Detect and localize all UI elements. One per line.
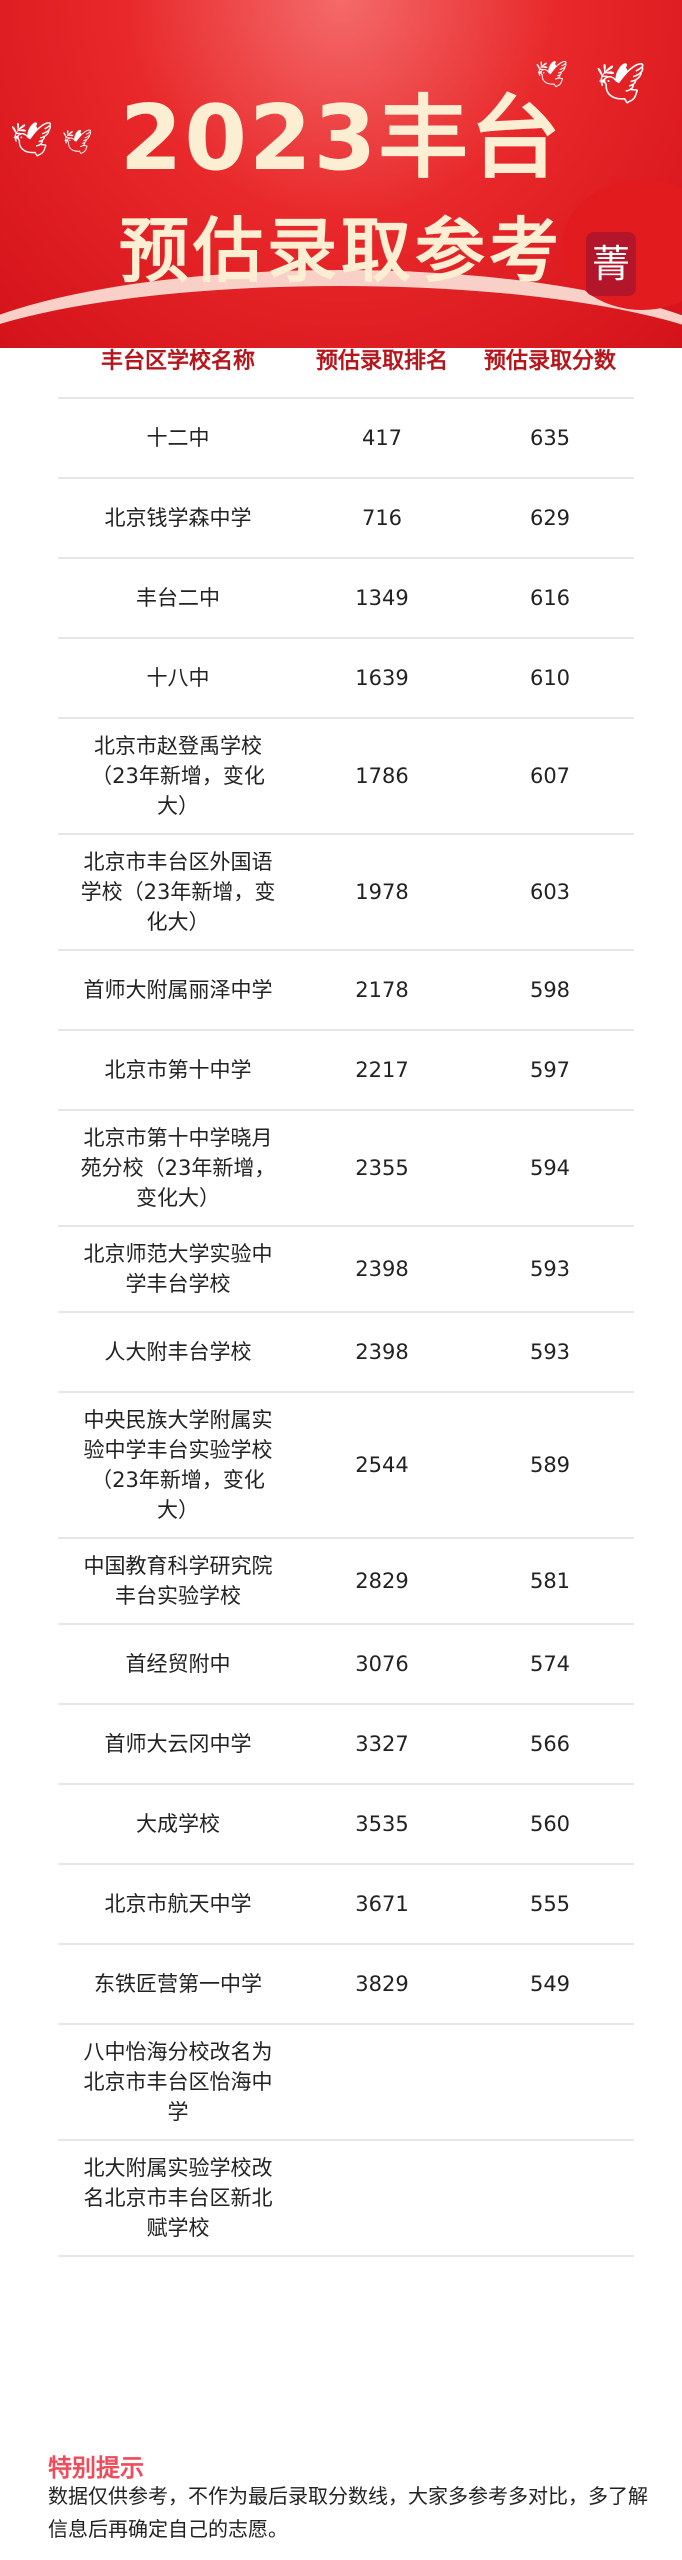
rank-cell: 3829 bbox=[298, 1944, 466, 2025]
rank-cell: 1349 bbox=[298, 558, 466, 639]
banner-title: 2023丰台 bbox=[119, 86, 563, 191]
rank-cell: 2544 bbox=[298, 1392, 466, 1539]
dove-icon: 🕊 bbox=[62, 128, 93, 156]
score-cell: 635 bbox=[466, 398, 634, 479]
score-cell: 598 bbox=[466, 950, 634, 1031]
score-cell: 629 bbox=[466, 478, 634, 559]
score-cell: 589 bbox=[466, 1392, 634, 1539]
rank-cell: 2178 bbox=[298, 950, 466, 1031]
table-row: 北京市赵登禹学校（23年新增，变化大） 1786 607 bbox=[58, 718, 634, 835]
score-cell: 574 bbox=[466, 1624, 634, 1705]
table-row: 十二中 417 635 bbox=[58, 398, 634, 479]
table-row: 北京师范大学实验中学丰台学校 2398 593 bbox=[58, 1226, 634, 1313]
school-name-cell: 中央民族大学附属实验中学丰台实验学校（23年新增，变化大） bbox=[58, 1392, 298, 1539]
brand-logo: 菁 bbox=[586, 232, 636, 296]
table-row: 首经贸附中 3076 574 bbox=[58, 1624, 634, 1705]
score-cell bbox=[466, 2140, 634, 2257]
table-row: 北京市第十中学晓月苑分校（23年新增，变化大） 2355 594 bbox=[58, 1110, 634, 1227]
table-row: 北京市第十中学 2217 597 bbox=[58, 1030, 634, 1111]
school-name-cell: 北京市赵登禹学校（23年新增，变化大） bbox=[58, 718, 298, 835]
school-name-cell: 丰台二中 bbox=[58, 558, 298, 639]
school-name-cell: 北京市航天中学 bbox=[58, 1864, 298, 1945]
school-name-cell: 北京市第十中学 bbox=[58, 1030, 298, 1111]
table-row: 北京市航天中学 3671 555 bbox=[58, 1864, 634, 1945]
table-row: 北京钱学森中学 716 629 bbox=[58, 478, 634, 559]
rank-cell bbox=[298, 2024, 466, 2141]
rank-cell bbox=[298, 2140, 466, 2257]
table-row: 十八中 1639 610 bbox=[58, 638, 634, 719]
score-cell: 597 bbox=[466, 1030, 634, 1111]
school-name-cell: 东铁匠营第一中学 bbox=[58, 1944, 298, 2025]
table-row: 首师大云冈中学 3327 566 bbox=[58, 1704, 634, 1785]
score-cell: 593 bbox=[466, 1312, 634, 1393]
rank-cell: 2829 bbox=[298, 1538, 466, 1625]
school-name-cell: 十八中 bbox=[58, 638, 298, 719]
school-name-cell: 北京师范大学实验中学丰台学校 bbox=[58, 1226, 298, 1313]
score-cell: 610 bbox=[466, 638, 634, 719]
dove-icon: 🕊 bbox=[535, 60, 569, 90]
rank-cell: 2398 bbox=[298, 1312, 466, 1393]
score-cell: 581 bbox=[466, 1538, 634, 1625]
rank-cell: 2398 bbox=[298, 1226, 466, 1313]
header-score: 预估录取分数 bbox=[466, 320, 634, 399]
rank-cell: 3327 bbox=[298, 1704, 466, 1785]
school-name-cell: 首师大附属丽泽中学 bbox=[58, 950, 298, 1031]
score-cell: 593 bbox=[466, 1226, 634, 1313]
dove-icon: 🕊 bbox=[595, 61, 646, 107]
rank-cell: 2217 bbox=[298, 1030, 466, 1111]
score-cell: 555 bbox=[466, 1864, 634, 1945]
school-name-cell: 人大附丰台学校 bbox=[58, 1312, 298, 1393]
table-row: 北京市丰台区外国语学校（23年新增，变化大） 1978 603 bbox=[58, 834, 634, 951]
rank-cell: 3535 bbox=[298, 1784, 466, 1865]
table-row: 八中怡海分校改名为北京市丰台区怡海中学 bbox=[58, 2024, 634, 2141]
score-cell: 566 bbox=[466, 1704, 634, 1785]
note-title: 特别提示 bbox=[48, 2454, 144, 2482]
table-row: 丰台二中 1349 616 bbox=[58, 558, 634, 639]
note-text: 数据仅供参考，不作为最后录取分数线，大家多参考多对比，多了解信息后再确定自己的志… bbox=[48, 2484, 648, 2541]
score-cell: 616 bbox=[466, 558, 634, 639]
score-cell: 603 bbox=[466, 834, 634, 951]
table-row: 中央民族大学附属实验中学丰台实验学校（23年新增，变化大） 2544 589 bbox=[58, 1392, 634, 1539]
school-name-cell: 大成学校 bbox=[58, 1784, 298, 1865]
header-rank: 预估录取排名 bbox=[298, 320, 466, 399]
table-row: 北大附属实验学校改名北京市丰台区新北赋学校 bbox=[58, 2140, 634, 2257]
admission-table: 丰台区学校名称 预估录取排名 预估录取分数 十二中 417 635 北京钱学森中学 71… bbox=[58, 320, 634, 2257]
school-name-cell: 十二中 bbox=[58, 398, 298, 479]
school-name-cell: 八中怡海分校改名为北京市丰台区怡海中学 bbox=[58, 2024, 298, 2141]
school-name-cell: 北大附属实验学校改名北京市丰台区新北赋学校 bbox=[58, 2140, 298, 2257]
school-name-cell: 北京市丰台区外国语学校（23年新增，变化大） bbox=[58, 834, 298, 951]
table-row: 首师大附属丽泽中学 2178 598 bbox=[58, 950, 634, 1031]
school-name-cell: 北京钱学森中学 bbox=[58, 478, 298, 559]
score-cell: 607 bbox=[466, 718, 634, 835]
rank-cell: 417 bbox=[298, 398, 466, 479]
rank-cell: 3671 bbox=[298, 1864, 466, 1945]
table-row: 人大附丰台学校 2398 593 bbox=[58, 1312, 634, 1393]
school-name-cell: 中国教育科学研究院丰台实验学校 bbox=[58, 1538, 298, 1625]
score-cell: 560 bbox=[466, 1784, 634, 1865]
score-cell: 594 bbox=[466, 1110, 634, 1227]
table-row: 大成学校 3535 560 bbox=[58, 1784, 634, 1865]
header-banner: 🕊 🕊 🕊 🕊 2023丰台 预估录取参考 菁 bbox=[0, 0, 682, 348]
rank-cell: 1978 bbox=[298, 834, 466, 951]
rank-cell: 3076 bbox=[298, 1624, 466, 1705]
school-name-cell: 首师大云冈中学 bbox=[58, 1704, 298, 1785]
rank-cell: 1786 bbox=[298, 718, 466, 835]
score-cell: 549 bbox=[466, 1944, 634, 2025]
rank-cell: 1639 bbox=[298, 638, 466, 719]
table-row: 中国教育科学研究院丰台实验学校 2829 581 bbox=[58, 1538, 634, 1625]
rank-cell: 2355 bbox=[298, 1110, 466, 1227]
table-row: 东铁匠营第一中学 3829 549 bbox=[58, 1944, 634, 2025]
banner-subtitle: 预估录取参考 bbox=[119, 210, 563, 292]
header-school: 丰台区学校名称 bbox=[58, 320, 298, 399]
dove-icon: 🕊 bbox=[10, 120, 54, 160]
school-name-cell: 北京市第十中学晓月苑分校（23年新增，变化大） bbox=[58, 1110, 298, 1227]
rank-cell: 716 bbox=[298, 478, 466, 559]
school-name-cell: 首经贸附中 bbox=[58, 1624, 298, 1705]
table-header-row: 丰台区学校名称 预估录取排名 预估录取分数 bbox=[58, 320, 634, 399]
score-cell bbox=[466, 2024, 634, 2141]
